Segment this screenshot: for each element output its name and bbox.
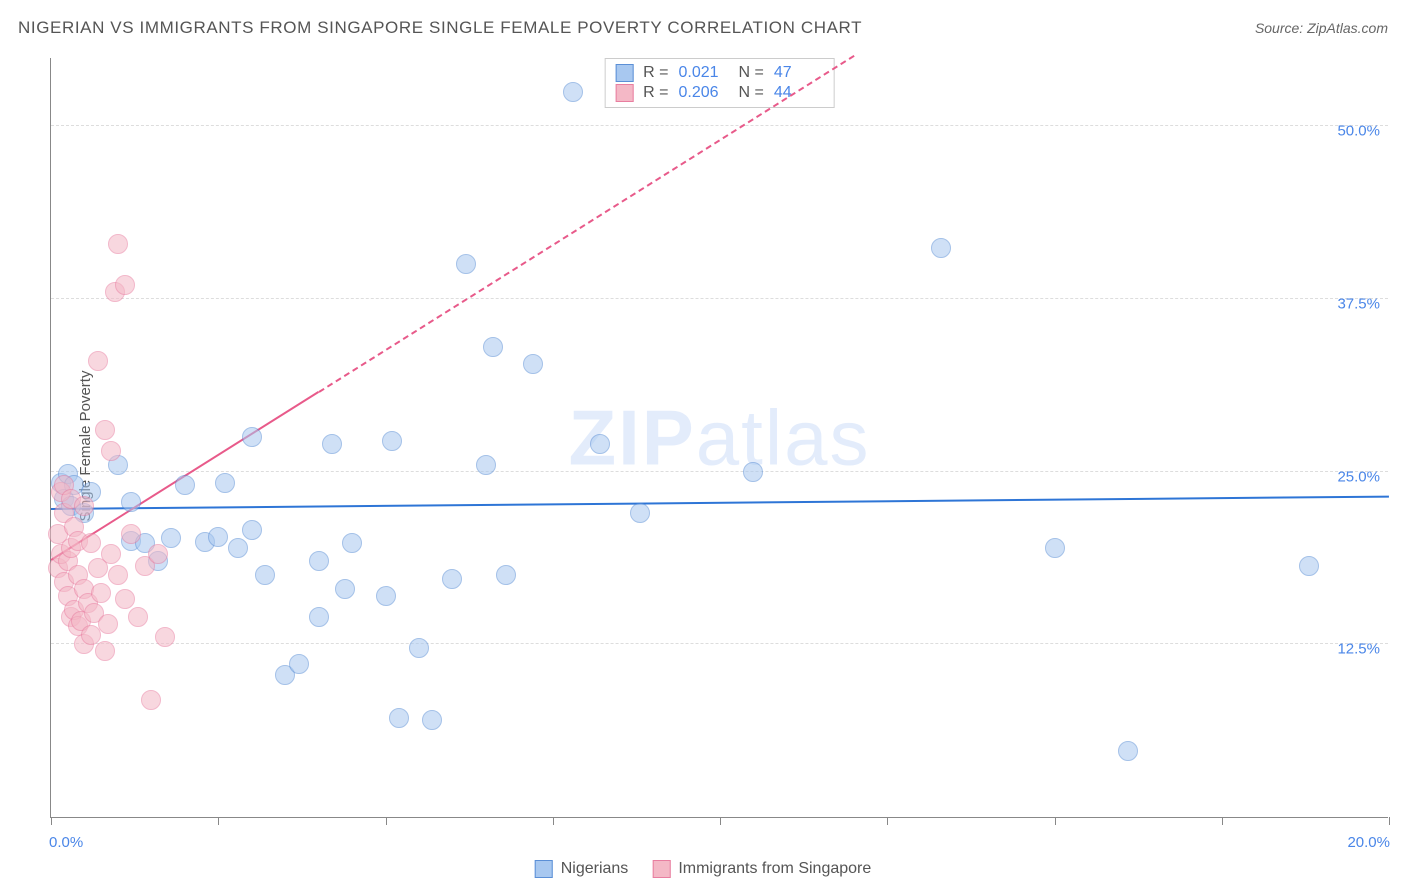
x-tick	[887, 817, 888, 825]
data-point	[523, 354, 543, 374]
data-point	[155, 627, 175, 647]
watermark-light: atlas	[696, 393, 871, 481]
x-tick	[51, 817, 52, 825]
data-point	[563, 82, 583, 102]
data-point	[342, 533, 362, 553]
data-point	[121, 524, 141, 544]
data-point	[931, 238, 951, 258]
bottom-legend: Nigerians Immigrants from Singapore	[535, 860, 872, 878]
data-point	[442, 569, 462, 589]
y-tick-label: 37.5%	[1337, 295, 1380, 312]
data-point	[228, 538, 248, 558]
data-point	[409, 638, 429, 658]
data-point	[242, 520, 262, 540]
legend-label: Immigrants from Singapore	[678, 860, 871, 878]
data-point	[115, 589, 135, 609]
legend-swatch	[615, 64, 633, 82]
data-point	[121, 492, 141, 512]
data-point	[289, 654, 309, 674]
title-bar: NIGERIAN VS IMMIGRANTS FROM SINGAPORE SI…	[18, 18, 1388, 38]
y-tick-label: 12.5%	[1337, 641, 1380, 658]
data-point	[483, 337, 503, 357]
data-point	[590, 434, 610, 454]
data-point	[95, 641, 115, 661]
data-point	[1299, 556, 1319, 576]
data-point	[88, 351, 108, 371]
data-point	[496, 565, 516, 585]
data-point	[422, 710, 442, 730]
stats-box: R =0.021N =47R =0.206N =44	[604, 58, 835, 108]
x-tick	[1222, 817, 1223, 825]
data-point	[148, 544, 168, 564]
y-tick-label: 25.0%	[1337, 468, 1380, 485]
legend-item: Nigerians	[535, 860, 629, 878]
x-tick	[218, 817, 219, 825]
data-point	[208, 527, 228, 547]
chart-title: NIGERIAN VS IMMIGRANTS FROM SINGAPORE SI…	[18, 18, 862, 38]
data-point	[128, 607, 148, 627]
x-tick	[553, 817, 554, 825]
grid-line	[51, 125, 1388, 126]
data-point	[101, 441, 121, 461]
data-point	[1118, 741, 1138, 761]
legend-swatch	[615, 84, 633, 102]
grid-line	[51, 643, 1388, 644]
data-point	[175, 475, 195, 495]
data-point	[376, 586, 396, 606]
y-tick-label: 50.0%	[1337, 123, 1380, 140]
n-label: N =	[739, 64, 764, 82]
data-point	[322, 434, 342, 454]
plot-area: ZIPatlas R =0.021N =47R =0.206N =44 12.5…	[50, 58, 1388, 818]
watermark-bold: ZIP	[568, 393, 695, 481]
r-value: 0.206	[679, 84, 729, 102]
source-label: Source: ZipAtlas.com	[1255, 20, 1388, 36]
data-point	[309, 607, 329, 627]
legend-item: Immigrants from Singapore	[652, 860, 871, 878]
r-label: R =	[643, 84, 668, 102]
watermark: ZIPatlas	[568, 392, 870, 483]
data-point	[630, 503, 650, 523]
data-point	[141, 690, 161, 710]
x-tick	[1055, 817, 1056, 825]
data-point	[108, 234, 128, 254]
data-point	[215, 473, 235, 493]
data-point	[1045, 538, 1065, 558]
x-tick	[1389, 817, 1390, 825]
x-tick-label: 20.0%	[1347, 834, 1390, 851]
r-label: R =	[643, 64, 668, 82]
r-value: 0.021	[679, 64, 729, 82]
data-point	[743, 462, 763, 482]
x-tick-label: 0.0%	[49, 834, 83, 851]
legend-label: Nigerians	[561, 860, 629, 878]
trend-line	[318, 55, 854, 393]
data-point	[115, 275, 135, 295]
data-point	[242, 427, 262, 447]
data-point	[389, 708, 409, 728]
legend-swatch	[535, 860, 553, 878]
data-point	[81, 533, 101, 553]
data-point	[74, 496, 94, 516]
data-point	[335, 579, 355, 599]
data-point	[309, 551, 329, 571]
stats-row: R =0.021N =47	[615, 63, 824, 83]
grid-line	[51, 471, 1388, 472]
data-point	[476, 455, 496, 475]
n-label: N =	[739, 84, 764, 102]
data-point	[161, 528, 181, 548]
data-point	[456, 254, 476, 274]
data-point	[255, 565, 275, 585]
trend-line	[51, 496, 1389, 510]
x-tick	[386, 817, 387, 825]
legend-swatch	[652, 860, 670, 878]
data-point	[101, 544, 121, 564]
data-point	[382, 431, 402, 451]
grid-line	[51, 298, 1388, 299]
data-point	[91, 583, 111, 603]
x-tick	[720, 817, 721, 825]
data-point	[108, 565, 128, 585]
data-point	[95, 420, 115, 440]
data-point	[98, 614, 118, 634]
